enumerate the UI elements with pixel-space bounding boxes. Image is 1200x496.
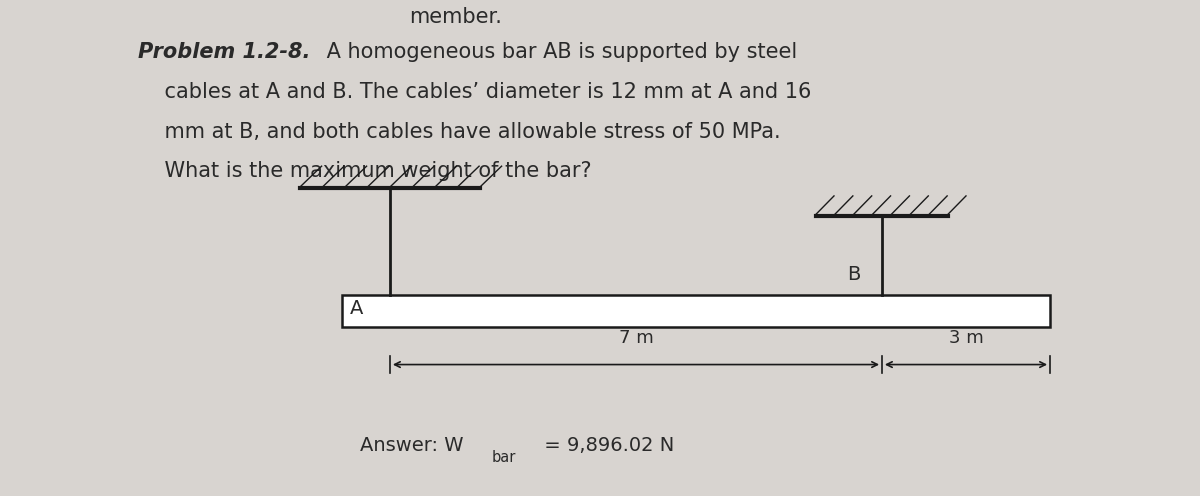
Text: B: B xyxy=(847,265,860,284)
Text: cables at A and B. The cables’ diameter is 12 mm at A and 16: cables at A and B. The cables’ diameter … xyxy=(138,82,811,102)
Text: = 9,896.02 N: = 9,896.02 N xyxy=(538,436,674,455)
Text: bar: bar xyxy=(492,450,516,465)
Text: A homogeneous bar AB is supported by steel: A homogeneous bar AB is supported by ste… xyxy=(320,42,798,62)
Text: 7 m: 7 m xyxy=(619,329,653,347)
Text: Answer: W: Answer: W xyxy=(360,436,463,455)
Text: A: A xyxy=(350,299,364,318)
Text: What is the maximum weight of the bar?: What is the maximum weight of the bar? xyxy=(138,161,592,181)
Text: member.: member. xyxy=(409,7,503,27)
Bar xyxy=(342,295,1050,327)
Text: mm at B, and both cables have allowable stress of 50 MPa.: mm at B, and both cables have allowable … xyxy=(138,122,781,141)
Text: 3 m: 3 m xyxy=(949,329,983,347)
Text: Problem 1.2-8.: Problem 1.2-8. xyxy=(138,42,311,62)
